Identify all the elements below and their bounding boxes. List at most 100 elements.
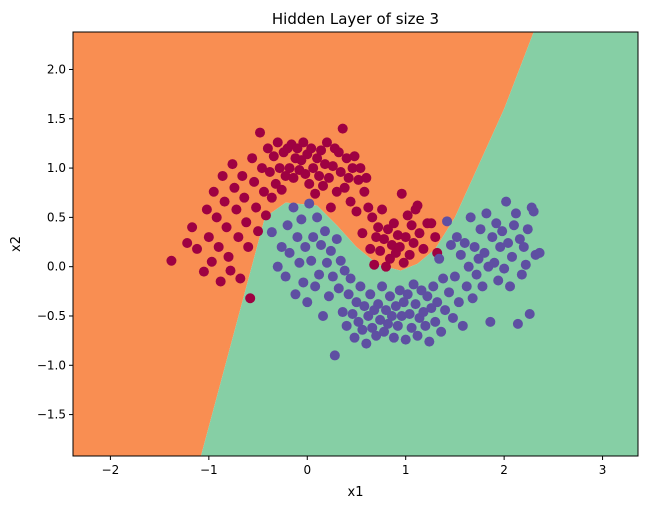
point-class-1 — [319, 226, 330, 237]
point-class-1 — [451, 232, 462, 243]
point-class-1 — [481, 208, 492, 219]
point-class-1 — [290, 289, 301, 300]
x-tick-label: −2 — [102, 463, 120, 477]
point-class-0 — [357, 228, 368, 239]
point-class-1 — [412, 330, 423, 341]
point-class-1 — [316, 239, 327, 250]
point-class-1 — [503, 238, 514, 249]
point-class-0 — [377, 204, 388, 215]
point-class-1 — [507, 251, 518, 262]
point-class-0 — [406, 220, 417, 231]
point-class-1 — [528, 206, 539, 217]
point-class-1 — [449, 271, 460, 282]
point-class-1 — [296, 214, 307, 225]
point-class-0 — [260, 210, 271, 221]
point-class-0 — [392, 230, 403, 241]
point-class-0 — [379, 234, 390, 245]
point-class-0 — [284, 163, 295, 174]
point-class-0 — [249, 176, 260, 187]
point-class-1 — [306, 255, 317, 266]
x-tick-label: 3 — [599, 463, 607, 477]
point-class-1 — [406, 322, 417, 333]
point-class-1 — [337, 307, 348, 318]
point-class-1 — [379, 326, 390, 337]
point-class-1 — [436, 326, 447, 337]
point-class-1 — [489, 257, 500, 268]
point-class-0 — [258, 186, 269, 197]
point-class-1 — [359, 301, 370, 312]
point-class-0 — [231, 204, 242, 215]
point-class-0 — [359, 186, 370, 197]
point-class-0 — [412, 200, 423, 211]
point-class-0 — [312, 153, 323, 164]
y-axis-label: x2 — [9, 236, 24, 252]
point-class-1 — [501, 196, 512, 207]
point-class-1 — [294, 257, 305, 268]
point-class-0 — [166, 255, 177, 266]
y-tick-label: 1.0 — [47, 161, 66, 175]
point-class-1 — [357, 324, 368, 335]
point-class-0 — [182, 238, 193, 249]
point-class-0 — [333, 147, 344, 158]
point-class-1 — [280, 271, 291, 282]
y-axis: −1.5 −1.0 −0.5 0.0 0.5 1.0 1.5 2.0 — [37, 62, 73, 422]
point-class-0 — [365, 243, 376, 254]
point-class-0 — [262, 143, 273, 154]
point-class-0 — [206, 256, 217, 267]
point-class-0 — [268, 151, 279, 162]
y-tick-label: 0.5 — [47, 210, 66, 224]
point-class-0 — [266, 192, 277, 203]
point-class-1 — [410, 299, 421, 310]
point-class-1 — [475, 224, 486, 235]
point-class-0 — [321, 137, 332, 148]
point-class-1 — [408, 279, 419, 290]
point-class-1 — [495, 241, 506, 252]
y-tick-label: 0.0 — [47, 260, 66, 274]
point-class-0 — [396, 188, 407, 199]
point-class-1 — [424, 336, 435, 347]
point-class-0 — [388, 218, 399, 229]
x-axis-label: x1 — [348, 485, 364, 500]
point-class-1 — [442, 216, 453, 227]
point-class-1 — [394, 285, 405, 296]
point-class-1 — [522, 224, 533, 235]
point-class-1 — [390, 301, 401, 312]
point-class-1 — [298, 277, 309, 288]
point-class-0 — [253, 226, 264, 237]
point-class-0 — [414, 228, 425, 239]
point-class-0 — [274, 163, 285, 174]
point-class-1 — [463, 261, 474, 272]
point-class-1 — [351, 297, 362, 308]
point-class-1 — [318, 310, 329, 321]
point-class-1 — [335, 255, 346, 266]
point-class-0 — [367, 212, 378, 223]
point-class-0 — [418, 243, 429, 254]
point-class-1 — [384, 291, 395, 302]
point-class-1 — [524, 309, 535, 320]
point-class-0 — [316, 145, 327, 156]
point-class-0 — [208, 186, 219, 197]
point-class-1 — [388, 332, 399, 343]
point-class-1 — [477, 281, 488, 292]
point-class-0 — [304, 178, 315, 189]
point-class-1 — [434, 253, 445, 264]
point-class-1 — [457, 320, 468, 331]
x-tick-label: 2 — [500, 463, 508, 477]
point-class-1 — [266, 227, 277, 238]
point-class-0 — [361, 172, 372, 183]
point-class-1 — [432, 297, 443, 308]
point-class-0 — [345, 196, 356, 207]
point-class-1 — [440, 305, 451, 316]
point-class-1 — [520, 259, 531, 270]
point-class-1 — [398, 297, 409, 308]
point-class-1 — [510, 208, 521, 219]
point-class-1 — [479, 247, 490, 258]
decision-region-class-0 — [73, 32, 534, 456]
point-class-0 — [288, 172, 299, 183]
point-class-1 — [459, 238, 470, 249]
point-class-1 — [418, 307, 429, 318]
point-class-1 — [284, 247, 295, 258]
point-class-0 — [233, 232, 244, 243]
point-class-0 — [241, 217, 252, 228]
